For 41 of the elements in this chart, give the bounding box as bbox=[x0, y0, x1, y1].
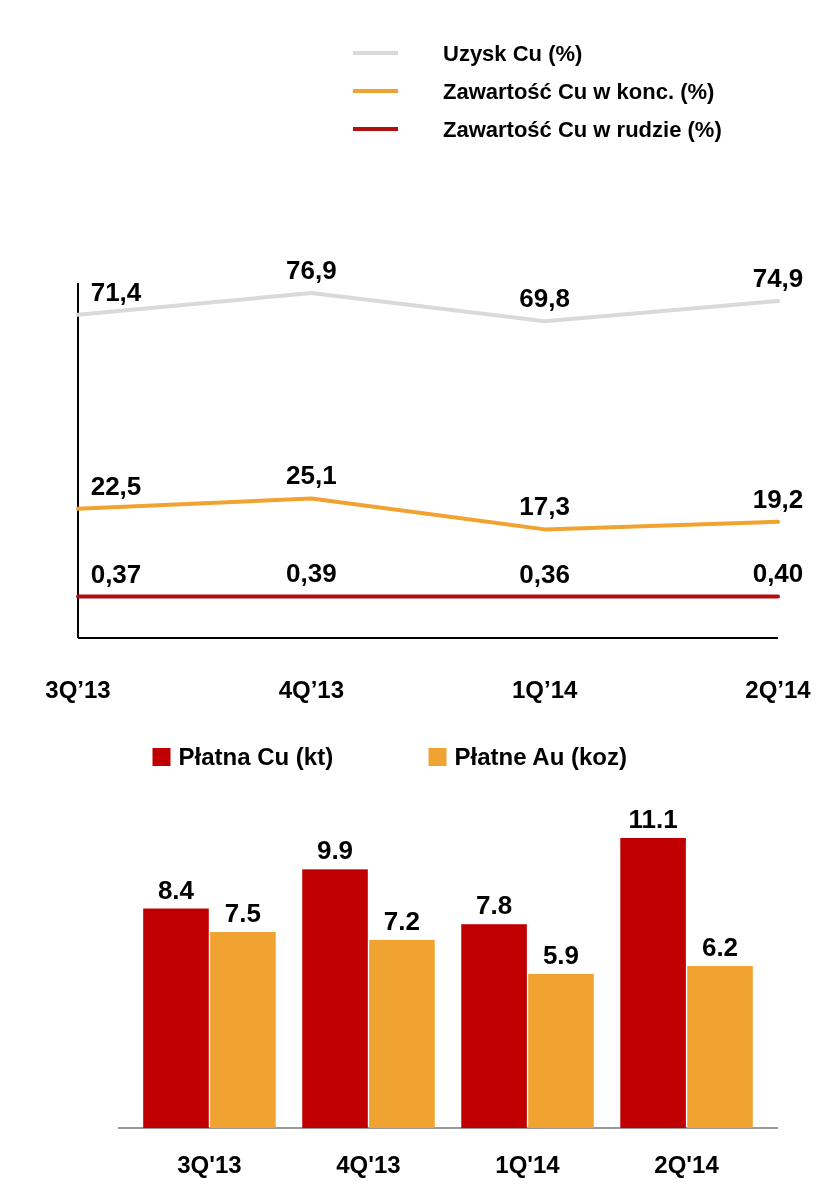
data-label: 11.1 bbox=[628, 804, 678, 834]
legend-label: Płatna Cu (kt) bbox=[178, 743, 334, 770]
data-label: 5.9 bbox=[542, 939, 580, 970]
data-label: 69,8 bbox=[519, 283, 570, 314]
data-label: 7.8 bbox=[475, 890, 513, 921]
data-label: 76,9 bbox=[286, 255, 337, 285]
data-label: 0,39 bbox=[286, 558, 337, 589]
legend-label: Uzysk Cu (%) bbox=[443, 41, 583, 66]
bar bbox=[210, 932, 276, 1128]
legend-label: Płatne Au (koz) bbox=[454, 743, 627, 770]
bar bbox=[620, 838, 686, 1128]
data-label: 0,36 bbox=[519, 558, 570, 589]
data-label: 0,37 bbox=[90, 558, 142, 589]
legend-label: Zawartość Cu w rudzie (%) bbox=[443, 117, 722, 142]
bar bbox=[369, 939, 435, 1128]
x-tick-label: 2Q'14 bbox=[654, 1151, 720, 1178]
data-label: 19,2 bbox=[752, 483, 804, 514]
data-label: 8.4 bbox=[157, 874, 195, 905]
data-label: 0,40 bbox=[752, 558, 804, 589]
data-label: 74,9 bbox=[752, 262, 804, 293]
bar bbox=[687, 966, 753, 1128]
x-tick-label: 2Q’14 bbox=[745, 676, 812, 703]
data-label: 25,1 bbox=[286, 460, 337, 491]
data-label: 22,5 bbox=[90, 470, 142, 501]
x-tick-label: 1Q’14 bbox=[511, 676, 578, 703]
x-tick-label: 4Q’13 bbox=[278, 676, 345, 703]
bar bbox=[528, 973, 594, 1128]
data-label: 17,3 bbox=[519, 491, 570, 522]
data-label: 71,4 bbox=[90, 276, 142, 307]
x-tick-label: 3Q’13 bbox=[45, 676, 111, 703]
bar bbox=[143, 908, 209, 1128]
bar bbox=[302, 869, 368, 1128]
data-label: 7.2 bbox=[383, 905, 421, 936]
x-tick-label: 4Q'13 bbox=[336, 1151, 401, 1178]
x-tick-label: 3Q'13 bbox=[177, 1151, 242, 1178]
legend-label: Zawartość Cu w konc. (%) bbox=[443, 79, 715, 104]
x-tick-label: 1Q'14 bbox=[495, 1151, 561, 1178]
data-label: 7.5 bbox=[224, 898, 261, 929]
data-label: 6.2 bbox=[701, 932, 739, 963]
bar bbox=[461, 924, 527, 1128]
data-label: 9.9 bbox=[316, 835, 354, 866]
